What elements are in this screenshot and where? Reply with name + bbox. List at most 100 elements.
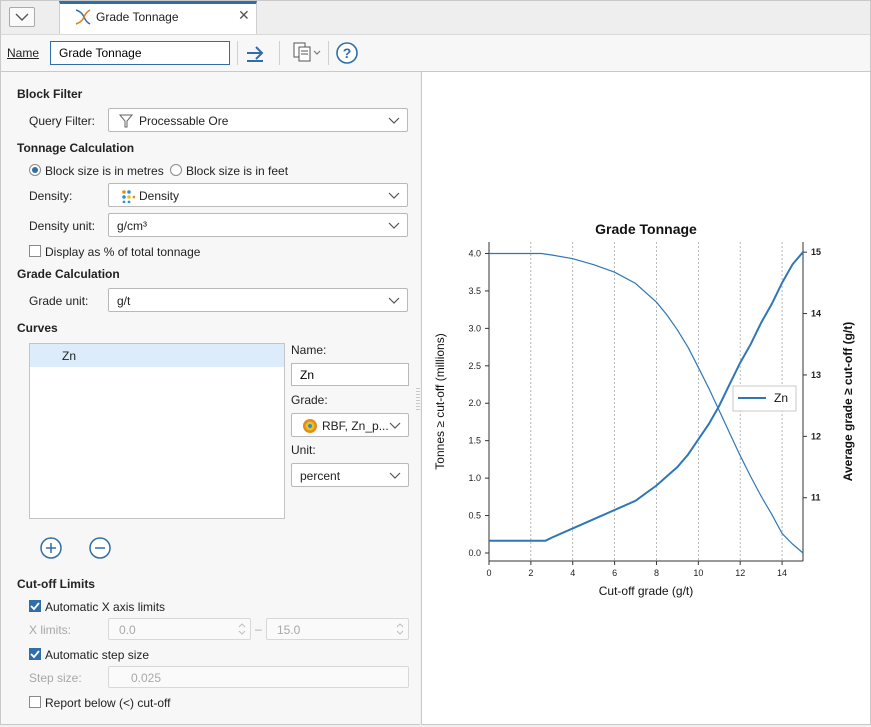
- panel-splitter[interactable]: [416, 388, 420, 410]
- density-unit-label: Density unit:: [29, 219, 96, 233]
- checkmark-icon: [30, 650, 40, 659]
- curve-name-input[interactable]: [291, 363, 409, 386]
- tab-title: Grade Tonnage: [96, 10, 179, 24]
- density-unit-select[interactable]: g/cm³: [108, 213, 408, 237]
- y-left-tick-label: 1.0: [468, 473, 481, 483]
- name-input[interactable]: [50, 41, 230, 65]
- density-value: Density: [139, 189, 180, 203]
- grade-unit-select[interactable]: g/t: [108, 288, 408, 312]
- query-filter-select[interactable]: Processable Ore: [108, 108, 408, 132]
- tab-grade-tonnage[interactable]: Grade Tonnage ✕: [59, 1, 257, 35]
- add-curve-icon[interactable]: [39, 536, 63, 563]
- chart-panel: Grade Tonnage 0 2 4 6 8 10 12 14 0.0 0.5 1.0 1.5 2.0 2…: [421, 72, 871, 725]
- y-right-tick-label: 12: [811, 431, 821, 441]
- auto-step-size-label: Automatic step size: [45, 648, 150, 662]
- filter-funnel-icon: [118, 113, 134, 132]
- series-line-tonnes: [489, 252, 804, 554]
- density-select[interactable]: Density: [108, 183, 408, 207]
- curve-grade-label: Grade:: [291, 393, 328, 407]
- step-size-label: Step size:: [29, 671, 82, 685]
- x-axis-label: Cut-off grade (g/t): [599, 584, 694, 598]
- name-label: Name: [7, 46, 40, 60]
- chart-title: Grade Tonnage: [595, 221, 697, 237]
- report-below-checkbox[interactable]: [29, 696, 41, 708]
- radio-block-feet[interactable]: [170, 164, 182, 176]
- radio-block-metres-label: Block size is in metres: [45, 164, 164, 178]
- curve-unit-select[interactable]: percent: [291, 463, 409, 487]
- curve-unit-value: percent: [300, 469, 341, 483]
- share-arrow-icon[interactable]: [243, 41, 267, 68]
- rbf-model-icon: [302, 418, 318, 437]
- x-max-input[interactable]: 15.0: [266, 618, 409, 640]
- x-tick-label: 4: [570, 568, 575, 578]
- help-icon[interactable]: ?: [335, 41, 359, 68]
- legend-label: Zn: [774, 391, 788, 405]
- curves-list[interactable]: Zn: [29, 343, 285, 519]
- close-icon[interactable]: ✕: [238, 7, 250, 23]
- curve-grade-value: RBF, Zn_p...: [322, 419, 389, 433]
- density-attribute-icon: [121, 189, 136, 206]
- cutoff-limits-header: Cut-off Limits: [17, 577, 95, 591]
- y-left-tick-label: 0.5: [468, 511, 481, 521]
- y-right-tick-label: 14: [811, 309, 821, 319]
- x-limits-dash: –: [255, 622, 262, 636]
- x-min-input[interactable]: 0.0: [108, 618, 251, 640]
- query-filter-value: Processable Ore: [139, 114, 229, 128]
- density-label: Density:: [29, 189, 73, 203]
- remove-curve-icon[interactable]: [88, 536, 112, 563]
- toolbar-divider: [279, 41, 280, 65]
- x-tick-label: 8: [654, 568, 659, 578]
- y-right-axis-label: Average grade ≥ cut-off (g/t): [841, 322, 855, 482]
- chevron-down-icon: [15, 13, 29, 21]
- radio-block-feet-label: Block size is in feet: [186, 164, 289, 178]
- y-right-tick-label: 13: [811, 370, 821, 380]
- y-left-axis-label: Tonnes ≥ cut-off (millions): [433, 333, 447, 469]
- auto-x-limits-checkbox[interactable]: [29, 600, 41, 612]
- report-below-label: Report below (<) cut-off: [45, 696, 171, 710]
- auto-step-size-checkbox[interactable]: [29, 648, 41, 660]
- y-left-tick-label: 2.0: [468, 398, 481, 408]
- y-right-tick-label: 15: [811, 247, 821, 257]
- checkmark-icon: [30, 602, 40, 611]
- toolbar-divider: [328, 41, 329, 65]
- y-left-tick-label: 0.0: [468, 548, 481, 558]
- settings-panel: Block Filter Query Filter: Processable O…: [0, 72, 420, 725]
- spinner-icon: [238, 622, 246, 639]
- tonnage-calculation-header: Tonnage Calculation: [17, 141, 135, 155]
- copy-icon[interactable]: [291, 41, 323, 68]
- y-left-tick-label: 3.0: [468, 323, 481, 333]
- display-percent-label: Display as % of total tonnage: [45, 245, 201, 259]
- step-size-input[interactable]: 0.025: [108, 666, 409, 688]
- toolbar-divider: [237, 41, 238, 65]
- chevron-down-icon: [388, 188, 400, 205]
- tab-bar: Grade Tonnage ✕: [0, 0, 871, 35]
- query-filter-label: Query Filter:: [29, 114, 96, 128]
- x-limits-label: X limits:: [29, 623, 71, 637]
- x-tick-label: 10: [693, 568, 703, 578]
- x-min-value: 0.0: [119, 623, 136, 637]
- tab-menu-button[interactable]: [9, 7, 35, 27]
- x-tick-label: 2: [528, 568, 533, 578]
- series-line-average-grade: [489, 251, 804, 542]
- grade-unit-label: Grade unit:: [29, 294, 89, 308]
- y-left-tick-label: 2.5: [468, 361, 481, 371]
- chevron-down-icon: [388, 218, 400, 235]
- curve-grade-select[interactable]: RBF, Zn_p...: [291, 413, 409, 437]
- display-percent-checkbox[interactable]: [29, 245, 41, 257]
- grade-unit-value: g/t: [117, 294, 131, 308]
- curve-name-label: Name:: [291, 343, 327, 357]
- grade-calculation-header: Grade Calculation: [17, 267, 120, 281]
- y-right-tick-label: 11: [811, 493, 821, 503]
- name-toolbar: Name ?: [0, 34, 871, 72]
- chevron-down-icon: [388, 113, 400, 130]
- y-left-tick-label: 1.5: [468, 436, 481, 446]
- svg-text:?: ?: [343, 45, 352, 61]
- y-left-tick-label: 4.0: [468, 248, 481, 258]
- chevron-down-icon: [389, 418, 401, 435]
- block-filter-header: Block Filter: [17, 87, 83, 101]
- spinner-icon: [396, 622, 404, 639]
- x-tick-label: 14: [777, 568, 787, 578]
- radio-block-metres[interactable]: [29, 164, 41, 176]
- grade-tonnage-chart: Grade Tonnage 0 2 4 6 8 10 12 14 0.0 0.5 1.0 1.5 2.0 2…: [433, 221, 855, 598]
- list-item[interactable]: Zn: [30, 344, 284, 367]
